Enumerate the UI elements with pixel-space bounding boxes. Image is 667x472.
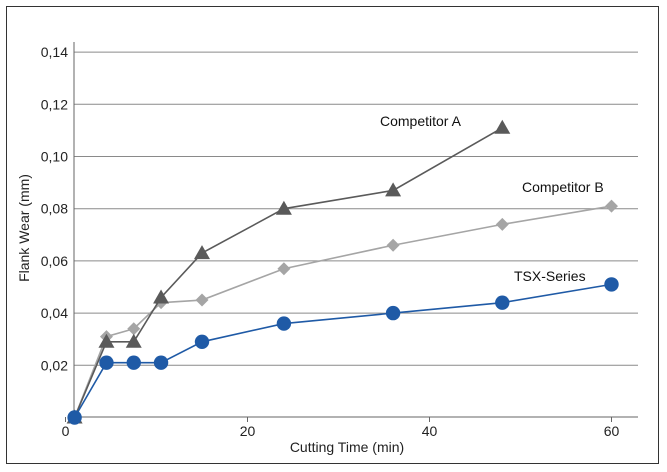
data-point <box>605 199 618 213</box>
x-axis-label: Cutting Time (min) <box>290 439 404 455</box>
series-group <box>66 119 619 425</box>
data-point <box>153 289 170 304</box>
data-point <box>275 200 292 215</box>
series-label: Competitor B <box>522 179 604 195</box>
chart-frame <box>6 6 659 464</box>
series-competitor-a <box>66 119 511 424</box>
data-point <box>494 119 511 134</box>
data-point <box>277 262 291 276</box>
series-labels: Competitor A Competitor B TSX-Series <box>380 113 604 284</box>
data-point <box>276 316 292 331</box>
data-point <box>127 322 141 336</box>
y-tick-label: 0,10 <box>41 149 68 165</box>
data-point <box>126 355 141 370</box>
data-point <box>98 333 115 348</box>
data-point <box>67 410 82 425</box>
y-tick-labels: 0,02 0,04 0,06 0,08 0,10 0,12 0,14 <box>41 44 68 373</box>
data-point <box>99 355 114 370</box>
data-point <box>125 333 142 348</box>
data-point <box>495 295 510 310</box>
x-tick-label: 60 <box>604 423 620 439</box>
data-point <box>385 305 401 321</box>
y-tick-label: 0,12 <box>41 96 68 112</box>
axes <box>73 42 638 418</box>
y-tick-label: 0,08 <box>41 201 68 217</box>
data-point <box>194 334 210 350</box>
data-point <box>194 245 210 260</box>
data-point <box>604 277 619 292</box>
series-label: TSX-Series <box>514 268 586 284</box>
series-line <box>73 205 612 418</box>
y-tick-label: 0,14 <box>41 44 68 60</box>
x-tick-labels: 0 20 40 60 <box>62 417 620 439</box>
series-line <box>73 283 612 418</box>
series-line <box>73 127 503 418</box>
y-tick-label: 0,06 <box>41 253 68 269</box>
y-axis-label: Flank Wear (mm) <box>16 174 32 282</box>
x-tick-label: 20 <box>240 423 256 439</box>
data-point <box>385 182 402 197</box>
gridlines <box>74 51 638 366</box>
series-tsx-series <box>67 277 619 425</box>
y-tick-label: 0,02 <box>41 357 68 373</box>
y-tick-label: 0,04 <box>41 305 68 321</box>
series-label: Competitor A <box>380 113 462 129</box>
data-point <box>153 355 169 370</box>
x-tick-label: 0 <box>62 423 70 439</box>
data-point <box>195 293 209 307</box>
data-point <box>495 217 509 231</box>
series-competitor-b <box>68 199 618 424</box>
x-tick-label: 40 <box>422 423 438 439</box>
data-point <box>386 238 400 252</box>
